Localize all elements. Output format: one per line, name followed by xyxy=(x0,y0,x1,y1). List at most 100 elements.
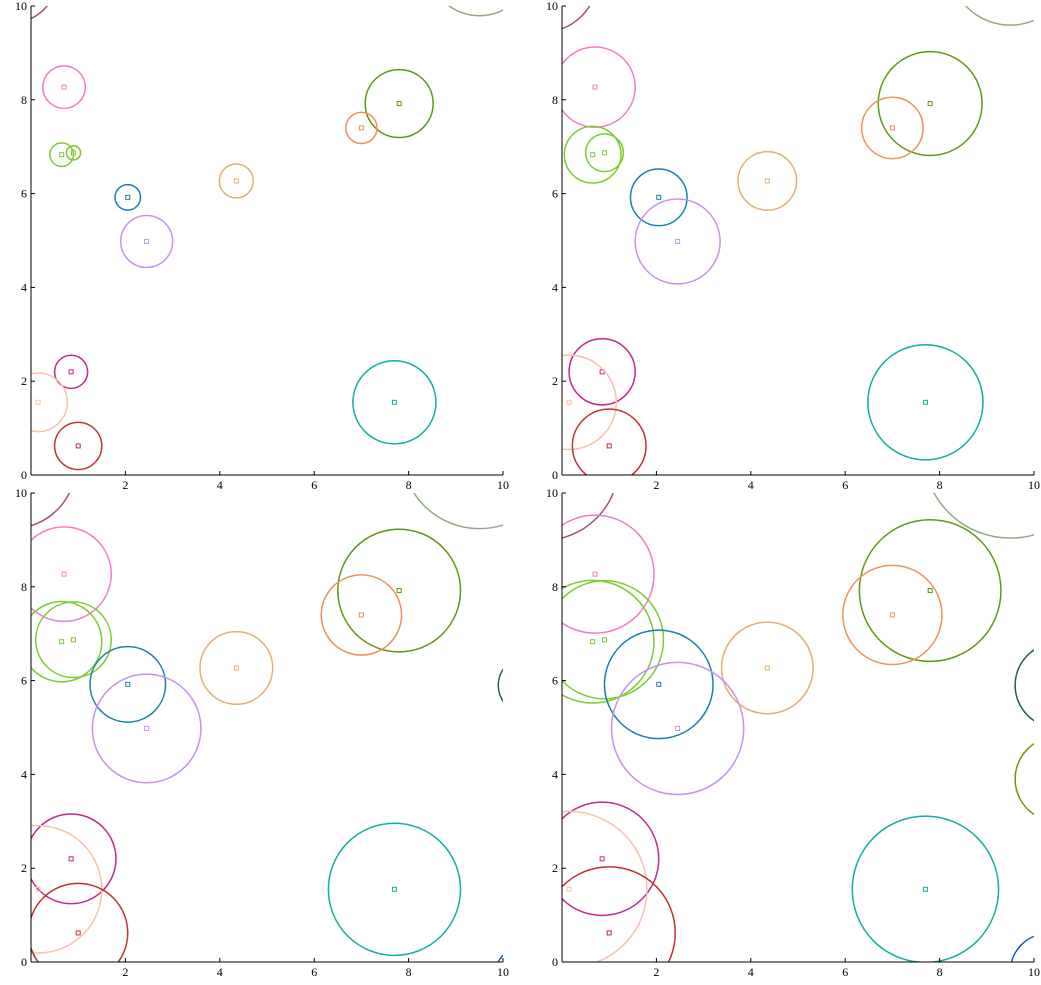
center-marker xyxy=(1008,449,1012,453)
panel: 2 4 6 8 10 0 2 4 6 8 10 xyxy=(15,449,519,979)
bubble xyxy=(337,528,462,653)
y-tick-label: 0 xyxy=(21,955,27,969)
bubble xyxy=(327,822,462,957)
x-tick-label: 8 xyxy=(406,478,412,492)
bubble xyxy=(1014,649,1034,722)
bubble xyxy=(610,661,745,796)
bubble xyxy=(860,96,924,160)
bubble xyxy=(877,50,983,157)
bubble xyxy=(345,111,378,145)
bubble xyxy=(603,629,714,740)
plot-area xyxy=(31,6,503,471)
y-tick-label: 2 xyxy=(21,861,27,875)
center-marker xyxy=(125,681,131,687)
bubble xyxy=(851,815,1000,962)
center-marker xyxy=(358,125,364,131)
panel: 2 4 6 8 10 0 2 4 6 8 10 xyxy=(546,449,1040,979)
x-tick-label: 4 xyxy=(748,965,754,979)
bubble xyxy=(320,574,403,656)
center-marker xyxy=(675,238,681,244)
y-tick-label: 8 xyxy=(552,93,558,107)
center-marker xyxy=(656,194,662,200)
center-marker xyxy=(391,399,397,405)
center-marker xyxy=(927,101,933,107)
bubble xyxy=(867,343,984,461)
center-marker xyxy=(515,969,519,973)
x-tick-label: 6 xyxy=(842,965,848,979)
y-tick-label: 0 xyxy=(21,468,27,482)
x-tick-label: 6 xyxy=(311,965,317,979)
x-tick-label: 10 xyxy=(1028,478,1040,492)
x-tick-label: 4 xyxy=(217,478,223,492)
center-marker xyxy=(922,886,928,892)
bubble xyxy=(571,408,647,475)
center-marker xyxy=(75,930,81,936)
bubble xyxy=(562,579,655,704)
bubble xyxy=(629,168,688,227)
y-tick-label: 6 xyxy=(21,187,27,201)
y-tick-label: 6 xyxy=(552,187,558,201)
center-marker xyxy=(764,178,770,184)
x-tick-label: 2 xyxy=(653,965,659,979)
y-tick-label: 2 xyxy=(552,374,558,388)
bubble xyxy=(720,621,814,715)
center-marker xyxy=(68,856,74,862)
center-marker xyxy=(566,399,572,405)
panel: 2 4 6 8 10 0 2 4 6 8 10 xyxy=(546,0,1040,492)
bubble xyxy=(31,824,103,954)
x-tick-label: 2 xyxy=(122,478,128,492)
bubble xyxy=(562,46,636,128)
y-tick-label: 10 xyxy=(546,486,558,500)
center-marker xyxy=(889,125,895,131)
bubble xyxy=(31,882,129,962)
bubble xyxy=(42,65,87,110)
y-tick-label: 10 xyxy=(15,0,27,13)
center-marker xyxy=(68,369,74,375)
bubble xyxy=(31,6,48,20)
y-tick-label: 0 xyxy=(552,468,558,482)
y-tick-label: 4 xyxy=(552,280,558,294)
center-marker xyxy=(59,639,65,645)
x-tick-label: 10 xyxy=(497,478,509,492)
bubble xyxy=(562,801,660,917)
bubble xyxy=(964,6,1034,26)
bubble xyxy=(858,519,1002,663)
bubble xyxy=(634,198,721,285)
center-marker xyxy=(590,152,596,158)
center-marker xyxy=(592,571,598,577)
bubble xyxy=(562,580,665,700)
bubble xyxy=(842,564,943,666)
y-tick-label: 6 xyxy=(552,674,558,688)
center-marker xyxy=(233,178,239,184)
y-tick-label: 2 xyxy=(552,861,558,875)
center-marker xyxy=(606,443,612,449)
center-marker xyxy=(675,725,681,731)
bubble xyxy=(65,144,82,161)
center-marker xyxy=(927,588,933,594)
bubble xyxy=(34,601,112,679)
y-tick-label: 4 xyxy=(21,767,27,781)
y-tick-label: 8 xyxy=(21,93,27,107)
bubble xyxy=(568,338,636,406)
bubble xyxy=(563,125,622,184)
center-marker xyxy=(477,449,481,453)
x-tick-label: 4 xyxy=(217,965,223,979)
x-tick-label: 8 xyxy=(937,478,943,492)
y-tick-label: 2 xyxy=(21,374,27,388)
bubble xyxy=(737,150,798,211)
center-marker xyxy=(144,725,150,731)
center-marker xyxy=(35,399,41,405)
center-marker xyxy=(922,399,928,405)
center-marker xyxy=(656,681,662,687)
plot-area xyxy=(31,449,519,973)
bubble xyxy=(562,866,677,962)
y-tick-label: 4 xyxy=(21,280,27,294)
x-tick-label: 6 xyxy=(311,478,317,492)
bubble xyxy=(562,810,648,962)
bubble xyxy=(497,668,503,703)
bubble xyxy=(31,526,112,623)
center-marker xyxy=(764,665,770,671)
bubble xyxy=(91,673,202,784)
x-tick-label: 4 xyxy=(748,478,754,492)
bubble xyxy=(53,354,89,390)
